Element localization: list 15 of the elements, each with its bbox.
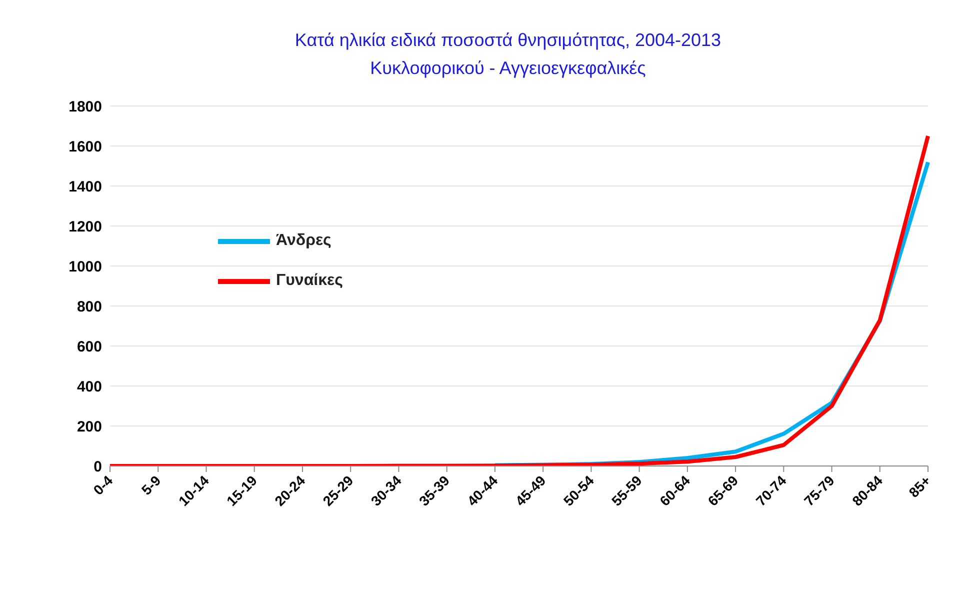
chart-title: Κατά ηλικία ειδικά ποσοστά θνησιμότητας, 2004-2013 [294, 29, 722, 52]
x-tick-label: 85+ [906, 472, 934, 500]
x-tick-label: 5-9 [138, 472, 164, 498]
y-tick-label: 1200 [68, 218, 102, 236]
y-tick-label: 800 [76, 298, 102, 316]
y-tick-label: 1800 [68, 98, 102, 116]
legend-label: Γυναίκες [275, 272, 343, 290]
legend-label: Άνδρες [275, 232, 332, 250]
y-tick-label: 400 [76, 378, 102, 396]
y-tick-label: 1600 [68, 138, 102, 156]
y-tick-label: 600 [76, 338, 102, 356]
chart-subtitle: Κυκλοφορικού - Αγγειοεγκεφαλικές [369, 57, 647, 80]
y-tick-label: 200 [76, 418, 102, 436]
y-tick-label: 1000 [68, 258, 102, 276]
y-tick-label: 1400 [68, 178, 102, 196]
